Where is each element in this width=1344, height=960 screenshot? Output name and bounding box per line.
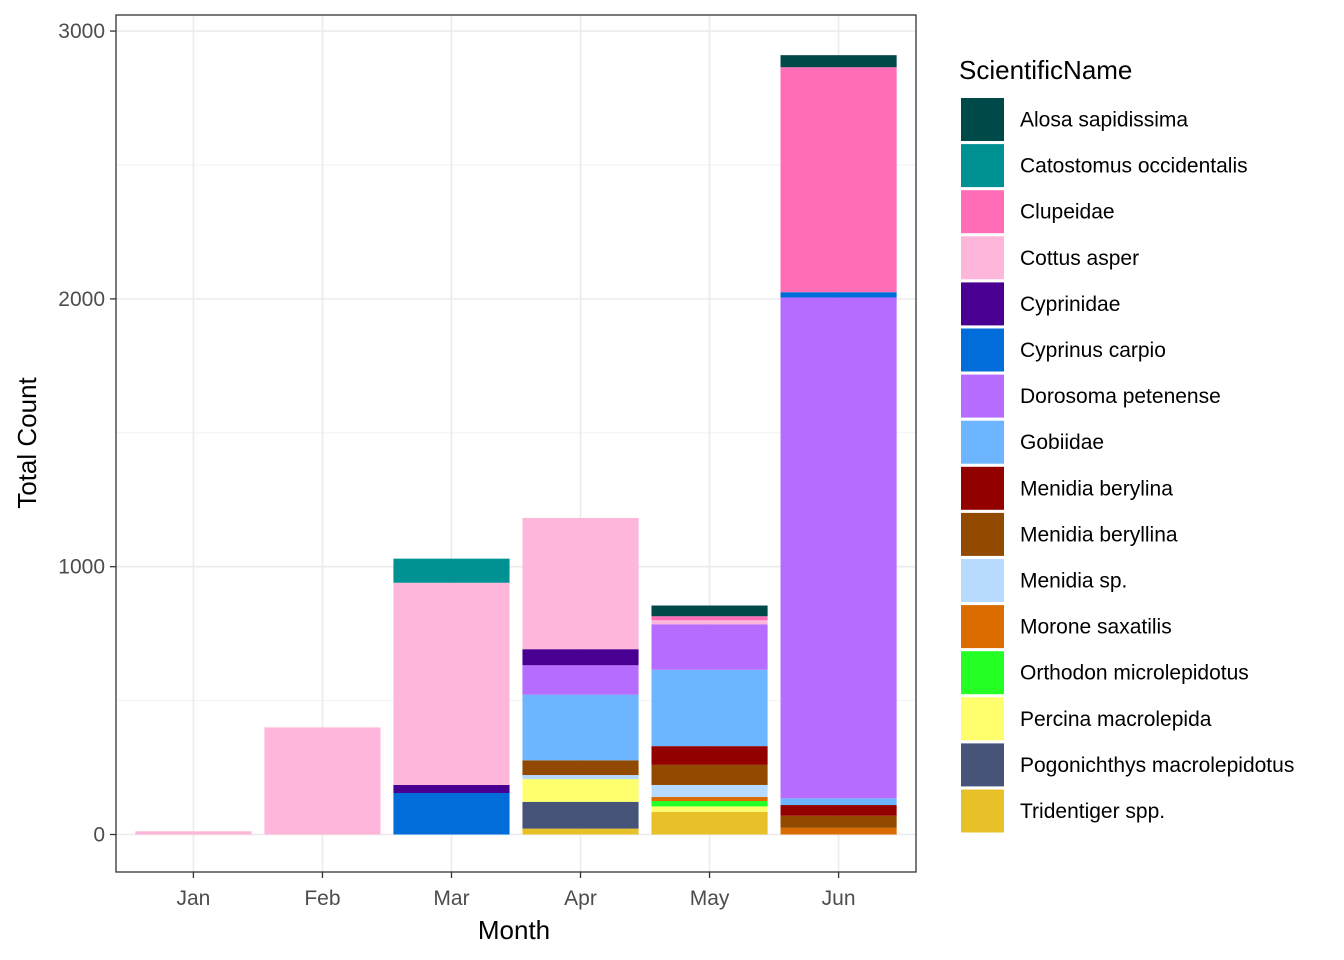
legend-key xyxy=(961,743,1004,787)
legend-label: Orthodon microlepidotus xyxy=(1020,662,1249,685)
legend-key xyxy=(961,466,1004,510)
bar-segment-jun-menidia-berylina xyxy=(780,805,897,816)
y-tick-label: 2000 xyxy=(58,288,105,311)
legend-label: Menidia sp. xyxy=(1020,570,1127,593)
bar-segment-jun-gobiidae xyxy=(780,798,897,806)
bar-segment-apr-cyprinidae xyxy=(522,649,639,666)
bar-segment-apr-menidia-sp xyxy=(522,775,639,780)
x-tick-label: Apr xyxy=(564,887,597,910)
bar-segment-mar-cottus-asper xyxy=(393,582,510,785)
bar-segment-apr-percina-macrolepida xyxy=(522,779,639,802)
bar-segment-may-menidia-beryllina xyxy=(651,764,768,785)
bar-segment-may-clupeidae xyxy=(651,616,768,621)
legend-label: Gobiidae xyxy=(1020,431,1104,454)
bar-segment-apr-dorosoma-petenense xyxy=(522,665,639,695)
legend-key xyxy=(961,697,1004,741)
bar-segment-may-orthodon-microlepidotus xyxy=(651,801,768,807)
legend-key xyxy=(961,374,1004,418)
y-tick-label: 3000 xyxy=(58,20,105,43)
bar-segment-jan-cottus-asper xyxy=(135,831,252,835)
bar-segment-apr-pogonichthys-macrolepidotus xyxy=(522,801,639,829)
legend-key xyxy=(961,559,1004,602)
bar-segment-may-percina-macrolepida xyxy=(651,806,768,812)
legend-label: Cottus asper xyxy=(1020,247,1139,270)
bar-segment-may-menidia-sp xyxy=(651,784,768,798)
legend-label: Morone saxatilis xyxy=(1020,616,1172,639)
bar-segment-may-tridentiger-spp xyxy=(651,811,768,835)
bar-segment-mar-cyprinus-carpio xyxy=(393,792,510,835)
legend-key xyxy=(961,651,1004,695)
axes: 0 1000 2000 3000 Jan Feb Mar Apr May Jun xyxy=(58,20,855,910)
bar-segment-apr-cottus-asper xyxy=(522,517,639,650)
bar-segment-may-gobiidae xyxy=(651,669,768,747)
legend-label: Dorosoma petenense xyxy=(1020,385,1221,408)
legend-key xyxy=(961,328,1004,372)
legend-key xyxy=(961,605,1004,649)
legend-title: ScientificName xyxy=(959,55,1132,85)
plot-panel-border xyxy=(115,14,917,873)
legend-label: Cyprinidae xyxy=(1020,293,1120,316)
legend-label: Menidia beryllina xyxy=(1020,523,1178,546)
x-tick-label: Jan xyxy=(176,887,210,910)
legend-key xyxy=(961,420,1004,464)
x-axis-title: Month xyxy=(478,915,550,945)
bar-segment-jun-dorosoma-petenense xyxy=(780,297,897,799)
bar-segment-mar-cyprinidae xyxy=(393,784,510,793)
legend-key xyxy=(961,190,1004,234)
bar-segment-may-menidia-berylina xyxy=(651,746,768,765)
legend-label: Menidia berylina xyxy=(1020,477,1173,500)
bar-segment-jun-clupeidae xyxy=(780,67,897,293)
legend-label: Catostomus occidentalis xyxy=(1020,155,1248,178)
bar-segment-apr-menidia-beryllina xyxy=(522,760,639,776)
bar-segment-may-cottus-asper xyxy=(651,620,768,625)
bar-segment-may-alosa-sapidissima xyxy=(651,605,768,617)
legend-key xyxy=(961,98,1004,141)
x-tick-label: Mar xyxy=(433,887,469,910)
bar-segment-jun-cyprinus-carpio xyxy=(780,292,897,298)
legend-key xyxy=(961,512,1004,556)
bar-segment-jun-alosa-sapidissima xyxy=(780,55,897,68)
y-tick-label: 1000 xyxy=(58,556,105,579)
x-tick-label: May xyxy=(690,887,730,910)
legend-items: Alosa sapidissima Catostomus occidentalis… xyxy=(961,98,1294,833)
x-tick-label: Feb xyxy=(304,887,340,910)
legend-label: Alosa sapidissima xyxy=(1020,109,1188,132)
legend-key xyxy=(961,236,1004,280)
bar-segment-jun-morone-saxatilis xyxy=(780,827,897,835)
bar-segment-may-morone-saxatilis xyxy=(651,797,768,802)
bar-segment-apr-gobiidae xyxy=(522,694,639,761)
y-tick-label: 0 xyxy=(93,824,105,847)
bar-segment-feb-cottus-asper xyxy=(264,727,381,835)
bar-segment-mar-catostomus-occidentalis xyxy=(393,558,510,583)
legend-label: Percina macrolepida xyxy=(1020,708,1212,731)
bar-segment-apr-tridentiger-spp xyxy=(522,828,639,835)
legend-label: Tridentiger spp. xyxy=(1020,800,1165,823)
legend-key xyxy=(961,282,1004,326)
legend-key xyxy=(961,144,1004,188)
y-axis-title: Total Count xyxy=(12,376,42,508)
bar-segment-jun-menidia-beryllina xyxy=(780,815,897,828)
bars xyxy=(135,55,897,835)
legend: ScientificName Alosa sapidissima Catostom… xyxy=(959,55,1294,833)
legend-label: Pogonichthys macrolepidotus xyxy=(1020,754,1294,777)
legend-label: Cyprinus carpio xyxy=(1020,339,1166,362)
x-tick-label: Jun xyxy=(822,887,856,910)
legend-label: Clupeidae xyxy=(1020,201,1115,224)
legend-key xyxy=(961,789,1004,833)
bar-segment-may-dorosoma-petenense xyxy=(651,624,768,670)
